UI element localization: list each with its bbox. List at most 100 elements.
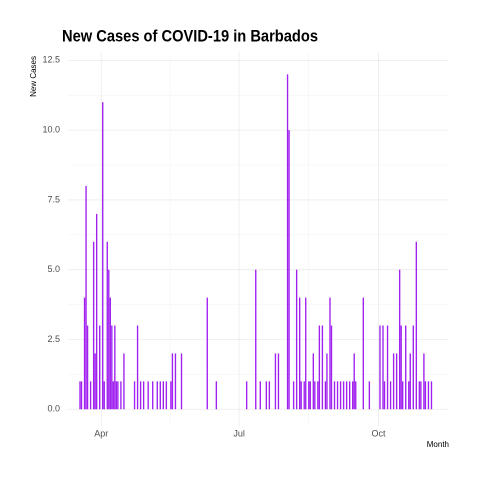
bar — [265, 381, 268, 410]
bar — [152, 381, 154, 410]
grid — [68, 52, 448, 426]
bar — [298, 297, 301, 410]
bar — [430, 381, 433, 410]
bar — [115, 381, 118, 410]
bar — [418, 381, 421, 410]
bar — [409, 353, 411, 410]
x-tick-label: Oct — [371, 428, 386, 438]
bar — [324, 381, 327, 410]
bar — [362, 297, 364, 410]
bar — [136, 325, 139, 410]
y-tick-label: 2.5 — [47, 334, 60, 344]
bar — [333, 381, 336, 410]
bar — [171, 353, 174, 410]
bar — [352, 381, 354, 410]
bar — [303, 381, 305, 410]
bar — [108, 269, 110, 410]
chart-title: New Cases of COVID-19 in Barbados — [62, 26, 318, 45]
bar — [120, 381, 122, 410]
bar — [292, 381, 295, 410]
bar — [383, 381, 386, 410]
bars — [79, 74, 433, 410]
bar — [345, 381, 348, 410]
x-tick-label: Jul — [233, 428, 245, 438]
bar — [139, 381, 142, 410]
bar — [295, 269, 298, 410]
y-tick-label: 10.0 — [42, 125, 60, 135]
y-tick-label: 7.5 — [47, 194, 60, 204]
bar — [330, 325, 333, 410]
bar — [386, 325, 389, 410]
bar — [314, 381, 316, 410]
bar — [305, 297, 307, 410]
bar — [339, 381, 342, 410]
bar — [117, 381, 119, 410]
bar — [133, 381, 136, 410]
bar — [336, 381, 339, 410]
bar — [392, 353, 395, 410]
bar — [402, 381, 404, 410]
bar — [382, 325, 384, 410]
x-axis-title: Month — [427, 440, 449, 449]
bar — [415, 241, 418, 410]
bar — [95, 213, 98, 410]
bar — [321, 325, 324, 410]
bar — [79, 381, 81, 410]
y-axis-title: New Cases — [29, 56, 38, 97]
bar — [106, 241, 108, 410]
bar — [159, 381, 161, 410]
bar — [420, 381, 422, 410]
bar — [312, 353, 314, 410]
bar — [353, 353, 355, 410]
bar — [309, 381, 311, 410]
bar — [170, 381, 172, 410]
y-tick-label: 12.5 — [42, 55, 60, 65]
bar — [395, 353, 398, 410]
bar — [326, 353, 328, 410]
bar — [300, 381, 302, 410]
y-tick-label: 5.0 — [47, 264, 60, 274]
bar — [174, 353, 177, 410]
bar — [329, 297, 331, 410]
bar — [389, 381, 392, 410]
bar — [379, 325, 381, 410]
bar — [355, 381, 357, 410]
bar — [288, 130, 290, 410]
bar — [274, 353, 277, 410]
bar — [89, 381, 92, 410]
bar — [103, 381, 105, 410]
bar — [180, 353, 183, 410]
bar — [83, 297, 86, 410]
bar — [412, 325, 414, 410]
x-tick-label: Apr — [94, 428, 108, 438]
bar — [286, 74, 289, 410]
bar — [206, 297, 208, 410]
bar — [408, 381, 410, 410]
bar — [111, 325, 113, 410]
bar — [255, 269, 257, 410]
bar — [259, 381, 261, 410]
bar — [368, 381, 371, 410]
bar — [318, 325, 321, 410]
bar — [215, 381, 218, 410]
bar — [427, 381, 430, 410]
bar — [156, 381, 158, 410]
bar — [85, 185, 87, 410]
bar — [142, 381, 145, 410]
bar — [317, 381, 319, 410]
bar — [162, 381, 165, 410]
bar — [423, 353, 425, 410]
bar — [94, 353, 96, 410]
bar — [268, 381, 271, 410]
bar — [424, 381, 427, 410]
bar — [348, 381, 351, 410]
bar — [99, 325, 101, 410]
bar — [123, 353, 125, 410]
y-tick-label: 0.0 — [47, 404, 60, 414]
bar — [114, 325, 116, 410]
bar — [147, 381, 149, 410]
bar — [308, 381, 310, 410]
bar — [86, 325, 89, 410]
